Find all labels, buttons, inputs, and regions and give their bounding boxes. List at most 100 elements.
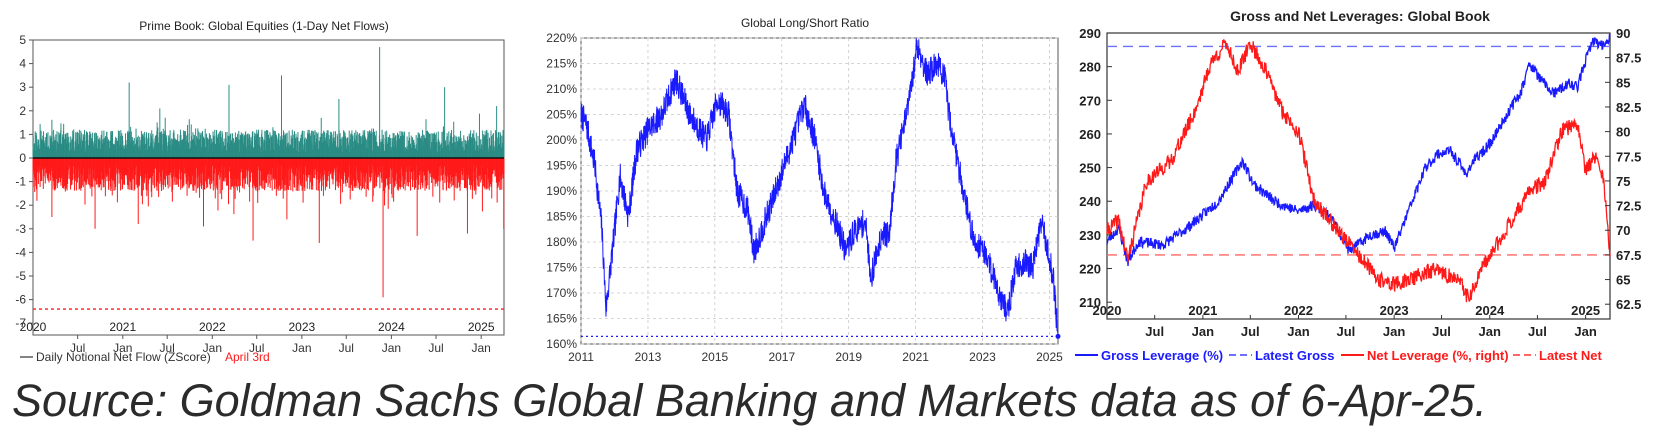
x-tick-label: Jul bbox=[1145, 324, 1164, 339]
legend-label-latest-gross: Latest Gross bbox=[1255, 348, 1334, 363]
y-tick-label: -5 bbox=[15, 269, 26, 283]
y-tick-label: 210% bbox=[546, 82, 577, 96]
y-tick-label: 160% bbox=[546, 337, 577, 351]
year-label: 2020 bbox=[1093, 303, 1122, 318]
year-label: 2025 bbox=[1571, 303, 1600, 318]
plot-frame bbox=[1106, 32, 1611, 320]
x-tick-label: Jul bbox=[70, 341, 85, 355]
y-tick-label: -2 bbox=[15, 198, 26, 212]
legend: Gross Leverage (%) Latest Gross Net Leve… bbox=[1075, 348, 1603, 363]
series-line-long-short bbox=[580, 38, 1059, 337]
charts-canvas: Prime Book: Global Equities (1-Day Net F… bbox=[15, 8, 1641, 364]
y-tick-label: 215% bbox=[546, 57, 577, 71]
y2-tick-label: 87.5 bbox=[1616, 51, 1641, 66]
y2-tick-label: 85 bbox=[1616, 75, 1630, 90]
plot-group bbox=[580, 38, 1061, 339]
y2-tick-label: 70 bbox=[1616, 223, 1630, 238]
x-tick-label: 2017 bbox=[768, 350, 795, 364]
grid-group bbox=[580, 37, 1058, 345]
x-tick-label: Jan bbox=[1383, 324, 1405, 339]
x-tick-label: 2025 bbox=[1036, 350, 1063, 364]
year-label: 2021 bbox=[109, 320, 136, 334]
year-label: 2025 bbox=[468, 320, 495, 334]
chart-title: Global Long/Short Ratio bbox=[741, 16, 869, 30]
x-tick-label: Jul bbox=[1528, 324, 1547, 339]
y-tick-label: 270 bbox=[1079, 93, 1101, 108]
x-tick-label: 2021 bbox=[902, 350, 929, 364]
x-tick-label: Jan bbox=[113, 341, 132, 355]
x-tick-label: Jan bbox=[1192, 324, 1214, 339]
x-tick-label: Jan bbox=[203, 341, 222, 355]
x-tick-label: Jan bbox=[472, 341, 491, 355]
x-tick-label: Jan bbox=[1287, 324, 1309, 339]
x-tick-label: Jan bbox=[1574, 324, 1596, 339]
y-tick-label: 280 bbox=[1079, 60, 1101, 75]
y-tick-label: 0 bbox=[19, 151, 26, 165]
year-label: 2020 bbox=[20, 320, 47, 334]
x-tick-label: 2015 bbox=[701, 350, 728, 364]
y-tick-label: 175% bbox=[546, 261, 577, 275]
y-tick-label: 165% bbox=[546, 312, 577, 326]
axes-group: 210 220 230 240 250 260 270 280 290 62.5 65 67.5 70 7… bbox=[1079, 26, 1641, 339]
legend-label-gross: Gross Leverage (%) bbox=[1101, 348, 1223, 363]
series-line-gross-leverage bbox=[1106, 33, 1611, 266]
chart-long-short-ratio: Global Long/Short Ratio 160% 165% 170% 175%… bbox=[546, 16, 1063, 364]
y-tick-label: 220 bbox=[1079, 262, 1101, 277]
y-tick-label: -6 bbox=[15, 293, 26, 307]
x-tick-label: Jul bbox=[249, 341, 264, 355]
y2-tick-label: 82.5 bbox=[1616, 100, 1641, 115]
y-tick-label: 2 bbox=[19, 104, 26, 118]
chart-net-flows: Prime Book: Global Equities (1-Day Net F… bbox=[15, 19, 505, 364]
year-label: 2022 bbox=[1284, 303, 1313, 318]
source-note: Source: Goldman Sachs Global Banking and… bbox=[12, 375, 1487, 426]
year-label: 2024 bbox=[1475, 303, 1505, 318]
y-tick-label: 230 bbox=[1079, 228, 1101, 243]
y-tick-label: -1 bbox=[15, 175, 26, 189]
y-tick-label: 185% bbox=[546, 210, 577, 224]
y-tick-label: 200% bbox=[546, 133, 577, 147]
chart-title: Prime Book: Global Equities (1-Day Net F… bbox=[139, 19, 388, 33]
x-tick-label: Jul bbox=[428, 341, 443, 355]
y2-tick-label: 80 bbox=[1616, 125, 1630, 140]
x-tick-label: Jul bbox=[160, 341, 175, 355]
plot-frame bbox=[580, 37, 1059, 345]
y-tick-label: 5 bbox=[19, 33, 26, 47]
y-tick-label: 220% bbox=[546, 31, 577, 45]
legend-label-net: Net Leverage (%, right) bbox=[1367, 348, 1509, 363]
bars-group bbox=[32, 47, 505, 298]
y-tick-label: -4 bbox=[15, 245, 26, 259]
y2-tick-label: 65 bbox=[1616, 273, 1630, 288]
y-tick-label: -7 bbox=[15, 316, 26, 330]
x-tick-label: Jan bbox=[292, 341, 311, 355]
legend: Daily Notional Net Flow (ZScore) April 3… bbox=[20, 350, 270, 364]
x-tick-label: Jul bbox=[1241, 324, 1260, 339]
year-label: 2023 bbox=[1380, 303, 1409, 318]
axes-group: 160% 165% 170% 175% 180% 185% 190% 195% 200% 205%… bbox=[546, 31, 1063, 364]
y-tick-label: 3 bbox=[19, 80, 26, 94]
x-tick-label: Jul bbox=[1432, 324, 1451, 339]
year-label: 2024 bbox=[378, 320, 405, 334]
x-tick-label: Jan bbox=[1479, 324, 1501, 339]
latest-point bbox=[1055, 333, 1061, 339]
y-tick-label: 170% bbox=[546, 286, 577, 300]
y2-tick-label: 75 bbox=[1616, 174, 1630, 189]
y2-tick-label: 77.5 bbox=[1616, 149, 1641, 164]
y-tick-label: 250 bbox=[1079, 161, 1101, 176]
y2-tick-label: 62.5 bbox=[1616, 297, 1641, 312]
y-tick-label: 205% bbox=[546, 108, 577, 122]
y-tick-label: 190% bbox=[546, 184, 577, 198]
series-line-net-leverage bbox=[1106, 39, 1611, 303]
y2-tick-label: 90 bbox=[1616, 26, 1630, 41]
x-tick-label: 2023 bbox=[969, 350, 996, 364]
x-tick-label: Jul bbox=[1337, 324, 1356, 339]
y2-tick-label: 72.5 bbox=[1616, 199, 1641, 214]
chart-leverages: Gross and Net Leverages: Global Book 210… bbox=[1075, 8, 1641, 363]
y-tick-label: 180% bbox=[546, 235, 577, 249]
y-tick-label: -3 bbox=[15, 222, 26, 236]
x-tick-label: 2011 bbox=[568, 350, 594, 364]
plot-group bbox=[1106, 33, 1611, 303]
chart-title: Gross and Net Leverages: Global Book bbox=[1230, 8, 1490, 24]
y-tick-label: 240 bbox=[1079, 194, 1101, 209]
y-tick-label: 195% bbox=[546, 159, 577, 173]
